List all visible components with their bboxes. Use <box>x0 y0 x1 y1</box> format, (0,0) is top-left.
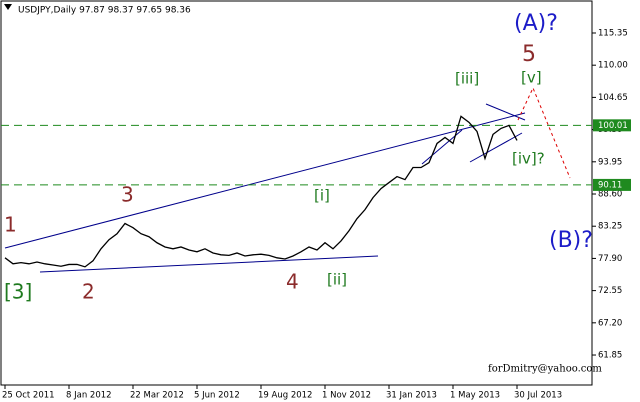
wave-label: [ii] <box>327 271 347 289</box>
y-tick-label: 93.95 <box>598 157 622 167</box>
x-tick-label: 30 Jul 2013 <box>514 391 562 401</box>
x-tick-label: 5 Jun 2012 <box>194 391 240 401</box>
wave-label: [iii] <box>455 70 479 88</box>
y-tick-label: 83.25 <box>598 222 622 232</box>
wave-label: (B)? <box>549 228 593 253</box>
trend-line <box>4 112 526 249</box>
wave-label: (A)? <box>514 11 558 36</box>
wave-label: [iv]? <box>512 150 545 168</box>
wave-label: 5 <box>522 42 536 67</box>
y-tick-label: 77.90 <box>598 254 622 264</box>
y-tick-label: 72.55 <box>598 286 622 296</box>
y-tick-label: 61.85 <box>598 351 622 361</box>
wave-label: [3] <box>4 280 32 304</box>
level-box <box>593 119 631 132</box>
y-tick-label: 110.00 <box>598 61 628 71</box>
x-tick-label: 22 Mar 2012 <box>130 391 184 401</box>
wave-label: 1 <box>4 213 17 237</box>
x-tick-label: 31 Jan 2013 <box>386 391 437 401</box>
price-line <box>4 115 518 268</box>
plot-frame <box>0 0 593 386</box>
chart-title: USDJPY,Daily 97.87 98.37 97.65 98.36 <box>18 6 191 16</box>
x-tick-label: 1 May 2013 <box>450 391 500 401</box>
wave-label: 4 <box>286 270 299 294</box>
y-tick-label: 115.35 <box>598 28 628 38</box>
x-tick-label: 8 Jan 2012 <box>66 391 112 401</box>
wave-label: 3 <box>121 183 134 207</box>
y-tick-label: 88.60 <box>598 190 622 200</box>
wave-label: 2 <box>82 280 95 304</box>
level-label: 90.11 <box>598 180 622 190</box>
wave-label: [i] <box>314 187 330 205</box>
y-tick-label: 67.20 <box>598 318 622 328</box>
collapse-icon <box>4 4 12 10</box>
level-label: 100.01 <box>598 121 628 131</box>
trend-line <box>39 255 379 273</box>
x-tick-label: 1 Nov 2012 <box>322 391 371 401</box>
x-tick-label: 19 Aug 2012 <box>258 391 312 401</box>
y-tick-label: 104.65 <box>598 93 628 103</box>
watermark: forDmitry@yahoo.com <box>488 364 602 375</box>
x-tick-label: 25 Oct 2011 <box>2 391 55 401</box>
wave-label: [v] <box>521 69 542 87</box>
trend-line <box>485 103 526 121</box>
trend-line <box>469 132 523 163</box>
level-box <box>593 178 631 191</box>
